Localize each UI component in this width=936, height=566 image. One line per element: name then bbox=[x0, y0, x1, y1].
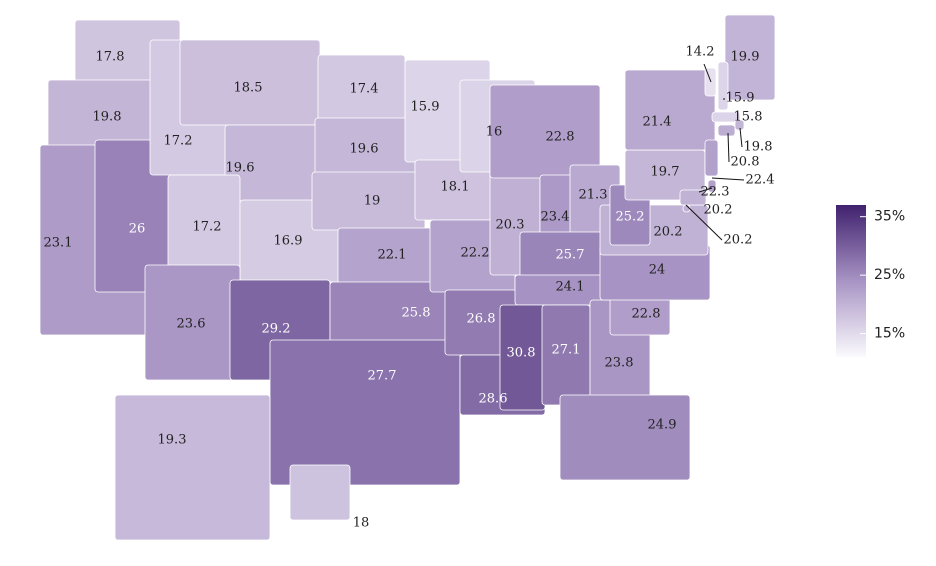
region-label: 23.8 bbox=[605, 356, 634, 371]
region-label: 25.8 bbox=[402, 306, 431, 321]
region-label: 15.8 bbox=[734, 110, 763, 125]
region bbox=[724, 14, 776, 101]
region-label: 24.9 bbox=[648, 418, 677, 433]
region-label: 21.4 bbox=[643, 115, 672, 130]
region bbox=[711, 111, 741, 123]
region-label: 14.2 bbox=[686, 45, 715, 60]
region-label: 24 bbox=[649, 263, 666, 278]
region-label: 19.8 bbox=[744, 140, 773, 155]
region bbox=[717, 124, 736, 137]
region-label: 15.9 bbox=[411, 100, 440, 115]
region bbox=[624, 69, 716, 151]
leader-line bbox=[703, 63, 712, 83]
legend-tick-label: 25% bbox=[874, 267, 905, 283]
region-label: 15.9 bbox=[726, 91, 755, 106]
region-label: 23.6 bbox=[177, 317, 206, 332]
leader-line bbox=[685, 204, 723, 241]
region-label: 16 bbox=[486, 125, 503, 140]
region-label: 23.4 bbox=[541, 210, 570, 225]
region bbox=[717, 61, 729, 111]
region-label: 22.4 bbox=[746, 173, 775, 188]
region-label: 20.3 bbox=[496, 218, 525, 233]
region-label: 22.2 bbox=[461, 246, 490, 261]
labels: 17.8 19.8 23.1 26 17.2 18.5 19.6 17.2 16.9 23.6 29… bbox=[44, 45, 775, 531]
region-label: 17.2 bbox=[164, 134, 193, 149]
region bbox=[269, 339, 461, 486]
region-label: 20.8 bbox=[731, 155, 760, 170]
region-label: 19.9 bbox=[731, 50, 760, 65]
region-label: 26 bbox=[129, 222, 146, 237]
region-label: 29.2 bbox=[262, 322, 291, 337]
region bbox=[734, 119, 745, 131]
region bbox=[114, 394, 271, 541]
region-label: 17.8 bbox=[96, 50, 125, 65]
region-label: 19.6 bbox=[226, 161, 255, 176]
region-label: 25.7 bbox=[556, 248, 585, 263]
legend-tick-label: 15% bbox=[874, 326, 905, 342]
region-label: 19.7 bbox=[651, 165, 680, 180]
region-label: 18.1 bbox=[441, 180, 470, 195]
region-label: 26.8 bbox=[467, 312, 496, 327]
region-label: 20.2 bbox=[724, 233, 753, 248]
leader-line bbox=[739, 127, 743, 148]
region-label: 22.1 bbox=[378, 248, 407, 263]
colorbar bbox=[836, 205, 866, 357]
region-label: 24.1 bbox=[556, 280, 585, 295]
region-label: 27.1 bbox=[552, 343, 581, 358]
region-label: 19 bbox=[364, 194, 381, 209]
region-label: 19.3 bbox=[158, 433, 187, 448]
legend-tick-label: 35% bbox=[874, 209, 905, 225]
region-label: 19.6 bbox=[350, 142, 379, 157]
leader-line bbox=[711, 177, 745, 181]
region-label: 16.9 bbox=[274, 234, 303, 249]
region-label: 22.3 bbox=[701, 185, 730, 200]
region-label: 21.3 bbox=[579, 188, 608, 203]
region-label: 22.8 bbox=[632, 307, 661, 322]
region-label: 20.2 bbox=[654, 225, 683, 240]
region-label: 27.7 bbox=[368, 369, 397, 384]
region bbox=[704, 139, 719, 177]
leader-line bbox=[727, 132, 730, 163]
region-label: 17.4 bbox=[350, 82, 379, 97]
region-label: 17.2 bbox=[193, 220, 222, 235]
leader-line bbox=[698, 187, 713, 193]
region-label: 20.2 bbox=[704, 203, 733, 218]
region bbox=[679, 189, 707, 206]
region-label: 19.8 bbox=[93, 110, 122, 125]
region-label: 25.2 bbox=[616, 210, 645, 225]
regions bbox=[39, 14, 776, 541]
region-label: 23.1 bbox=[44, 236, 73, 251]
region bbox=[559, 394, 691, 481]
region bbox=[289, 464, 351, 521]
region-label: 30.8 bbox=[507, 346, 536, 361]
region-label: 18 bbox=[353, 516, 370, 531]
region-label: 18.5 bbox=[234, 81, 263, 96]
region-label: 22.8 bbox=[546, 130, 575, 145]
region-label: 28.6 bbox=[479, 392, 508, 407]
legend: 35% 25% 15% bbox=[860, 209, 905, 342]
